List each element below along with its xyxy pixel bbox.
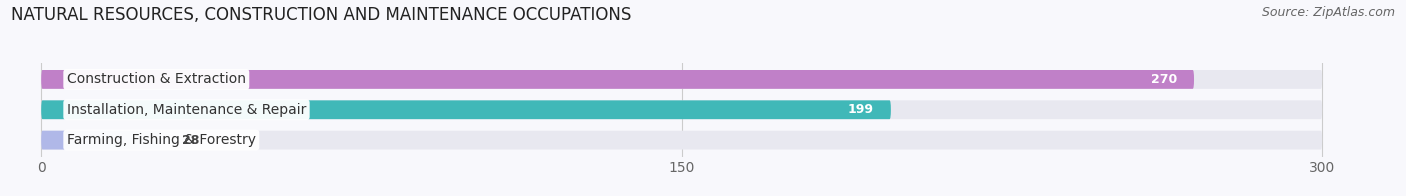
Text: 28: 28	[183, 134, 200, 147]
Text: Source: ZipAtlas.com: Source: ZipAtlas.com	[1261, 6, 1395, 19]
Text: Farming, Fishing & Forestry: Farming, Fishing & Forestry	[67, 133, 256, 147]
Text: Construction & Extraction: Construction & Extraction	[67, 72, 246, 86]
FancyBboxPatch shape	[41, 131, 160, 150]
FancyBboxPatch shape	[41, 70, 1194, 89]
FancyBboxPatch shape	[41, 100, 891, 119]
FancyBboxPatch shape	[41, 131, 1322, 150]
Text: 270: 270	[1150, 73, 1177, 86]
Text: 199: 199	[848, 103, 873, 116]
Text: NATURAL RESOURCES, CONSTRUCTION AND MAINTENANCE OCCUPATIONS: NATURAL RESOURCES, CONSTRUCTION AND MAIN…	[11, 6, 631, 24]
FancyBboxPatch shape	[41, 70, 1322, 89]
FancyBboxPatch shape	[41, 100, 1322, 119]
Text: Installation, Maintenance & Repair: Installation, Maintenance & Repair	[67, 103, 307, 117]
